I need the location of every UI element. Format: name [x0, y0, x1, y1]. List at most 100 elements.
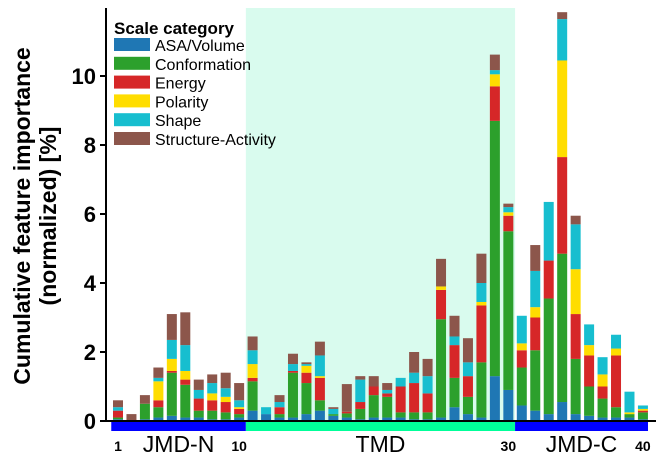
bar-segment — [503, 389, 514, 421]
bar-segment — [637, 408, 648, 411]
legend-swatch — [114, 132, 150, 145]
bar-segment — [355, 408, 366, 420]
legend-label: Polarity — [155, 94, 208, 111]
bar-segment — [503, 231, 514, 390]
y-axis-label-line1: Cumulative feature importance — [9, 47, 35, 384]
bar-segment — [382, 389, 393, 394]
bar-segment — [207, 374, 218, 384]
bar-segment — [637, 410, 648, 413]
bar-segment — [180, 417, 191, 421]
bar-segment — [530, 350, 541, 411]
bar-segment — [516, 350, 527, 368]
bar-segment — [368, 376, 379, 387]
bar-segment — [462, 362, 473, 377]
legend-swatch — [114, 56, 150, 70]
bar-segment — [570, 269, 581, 315]
bar-segment — [247, 377, 258, 382]
bar-segment — [476, 301, 487, 306]
bar-segment — [220, 388, 231, 397]
region-bar — [515, 422, 648, 431]
bar-segment — [180, 384, 191, 418]
bar-segment — [261, 407, 272, 415]
legend-swatch — [114, 113, 150, 127]
bar-segment — [557, 60, 568, 158]
bar-segment — [113, 417, 123, 420]
bar-segment — [584, 345, 595, 356]
bar-segment — [287, 353, 298, 365]
bar-segment — [530, 410, 541, 421]
bar-segment — [193, 379, 204, 390]
bar-segment — [207, 393, 218, 401]
bar-segment — [328, 415, 339, 421]
bar-segment — [301, 414, 312, 421]
legend: Scale category ASA/Volume Conformation Ene… — [114, 19, 276, 149]
bar-segment — [234, 407, 245, 409]
bar-segment — [422, 376, 433, 394]
bar-segment — [287, 372, 298, 418]
y-tick-label: 4 — [84, 271, 97, 296]
bar-segment — [328, 414, 339, 416]
bar-segment — [570, 314, 581, 359]
x-position-label: 10 — [231, 438, 247, 454]
bar-segment — [274, 407, 285, 415]
bar-segment — [180, 312, 191, 346]
bar-segment — [476, 253, 487, 283]
bar-segment — [570, 358, 581, 415]
bar-segment — [395, 417, 406, 421]
bar-segment — [274, 395, 285, 403]
bar-segment — [395, 377, 406, 387]
legend-label: Structure-Activity — [155, 132, 276, 149]
bar-segment — [557, 253, 568, 403]
bar-segment — [139, 395, 150, 404]
x-axis-position-labels: 1 10 30 40 — [114, 438, 651, 454]
bar-segment — [422, 393, 433, 413]
x-position-label: 30 — [501, 438, 517, 454]
bar-segment — [637, 405, 648, 409]
bar-segment — [611, 334, 622, 349]
bar-segment — [462, 338, 473, 363]
bar-segment — [382, 417, 393, 421]
y-tick-label: 10 — [72, 64, 96, 89]
bar-segment — [570, 414, 581, 421]
bar-segment — [462, 414, 473, 421]
legend-swatch — [114, 94, 150, 108]
bar-segment — [247, 350, 258, 365]
bar-segment — [436, 319, 447, 418]
y-axis-ticks: 0 2 4 6 8 10 — [72, 64, 106, 434]
bar-segment — [557, 12, 568, 20]
bar-segment — [570, 215, 581, 225]
bar-segment — [368, 417, 379, 421]
legend-title: Scale category — [114, 19, 235, 38]
bar-segment — [287, 364, 298, 371]
bar-segment — [247, 336, 258, 351]
bar-segment — [422, 412, 433, 420]
bar-segment — [449, 336, 460, 346]
bar-segment — [503, 212, 514, 216]
bar-segment — [274, 414, 285, 418]
bar-segment — [476, 305, 487, 363]
bar-segment — [234, 417, 245, 421]
bar-segment — [113, 400, 123, 408]
bar-segment — [449, 377, 460, 408]
bar-segment — [543, 201, 554, 261]
bar-segment — [166, 370, 177, 373]
bar-segment — [597, 357, 608, 375]
bar-segment — [247, 381, 258, 411]
bar-segment — [153, 377, 164, 382]
bar-segment — [153, 417, 164, 421]
bar-segment — [355, 402, 366, 409]
bar-segment — [301, 372, 312, 384]
bar-segment — [220, 372, 231, 389]
bar-segment — [301, 365, 312, 373]
bar-segment — [611, 407, 622, 418]
bar-segment — [557, 157, 568, 254]
bar-segment — [314, 377, 325, 401]
bar-segment — [368, 395, 379, 418]
legend-label: Energy — [155, 76, 206, 93]
bar-segment — [543, 414, 554, 421]
bar-segment — [166, 372, 177, 416]
bar-segment — [584, 355, 595, 387]
bars-group — [113, 12, 648, 421]
bar-segment — [624, 391, 635, 413]
